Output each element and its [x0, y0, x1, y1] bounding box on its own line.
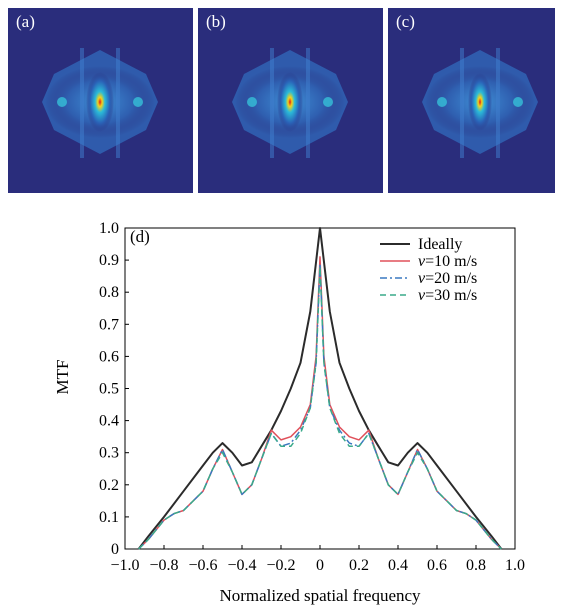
legend-label-4: v=30 m/s — [418, 287, 477, 304]
y-axis-label: MTF — [53, 360, 72, 395]
panel-label-b: (b) — [206, 12, 226, 31]
legend-label-2: v=10 m/s — [418, 253, 477, 270]
y-tick-label: 0.2 — [99, 477, 119, 494]
y-tick-label: 1.0 — [99, 220, 119, 237]
y-tick-label: 0.9 — [99, 252, 119, 269]
y-tick-label: 0.6 — [99, 348, 119, 365]
psf-image-a — [8, 8, 193, 193]
y-tick-label: 0.7 — [99, 316, 119, 333]
x-axis-label: Normalized spatial frequency — [219, 586, 421, 605]
y-tick-label: 0.4 — [99, 413, 119, 430]
chart-axes: −1.0 −0.8 −0.6 −0.4 −0.2 0 0.2 0.4 0.6 0.8 1.0 0 0.1… — [99, 220, 525, 574]
x-tick-label: 0.2 — [349, 557, 369, 574]
series-line-3 — [138, 262, 502, 550]
psf-image-b — [198, 8, 383, 193]
psf-panel-c: (c) — [388, 8, 563, 193]
y-tick-label: 0.5 — [99, 381, 119, 398]
psf-panel-a: (a) — [8, 8, 193, 193]
series-line-4 — [138, 265, 502, 550]
x-tick-label: 0.8 — [466, 557, 486, 574]
psf-panel-b: (b) — [198, 8, 383, 193]
x-tick-label: −1.0 — [110, 557, 139, 574]
panel-label-c: (c) — [396, 12, 415, 31]
x-tick-label: −0.8 — [149, 557, 178, 574]
x-tick-label: 1.0 — [505, 557, 525, 574]
y-tick-label: 0.3 — [99, 445, 119, 462]
legend-label-3: v=20 m/s — [418, 270, 477, 287]
legend-label-1: Ideally — [418, 236, 462, 253]
x-tick-label: 0 — [316, 557, 324, 574]
x-tick-label: −0.4 — [227, 557, 256, 574]
psf-image-c — [388, 8, 555, 193]
x-tick-label: 0.6 — [427, 557, 447, 574]
y-tick-label: 0.8 — [99, 284, 119, 301]
x-tick-label: 0.4 — [388, 557, 408, 574]
series-line-1 — [137, 227, 503, 550]
mtf-chart: −1.0 −0.8 −0.6 −0.4 −0.2 0 0.2 0.4 0.6 0.8 1.0 0 0.1… — [53, 220, 525, 605]
chart-series — [137, 227, 503, 550]
panel-label-d: (d) — [130, 227, 150, 246]
y-tick-label: 0 — [111, 541, 119, 558]
x-tick-label: −0.6 — [188, 557, 217, 574]
x-tick-label: −0.2 — [266, 557, 295, 574]
y-tick-label: 0.1 — [99, 509, 119, 526]
panel-label-a: (a) — [16, 12, 35, 31]
